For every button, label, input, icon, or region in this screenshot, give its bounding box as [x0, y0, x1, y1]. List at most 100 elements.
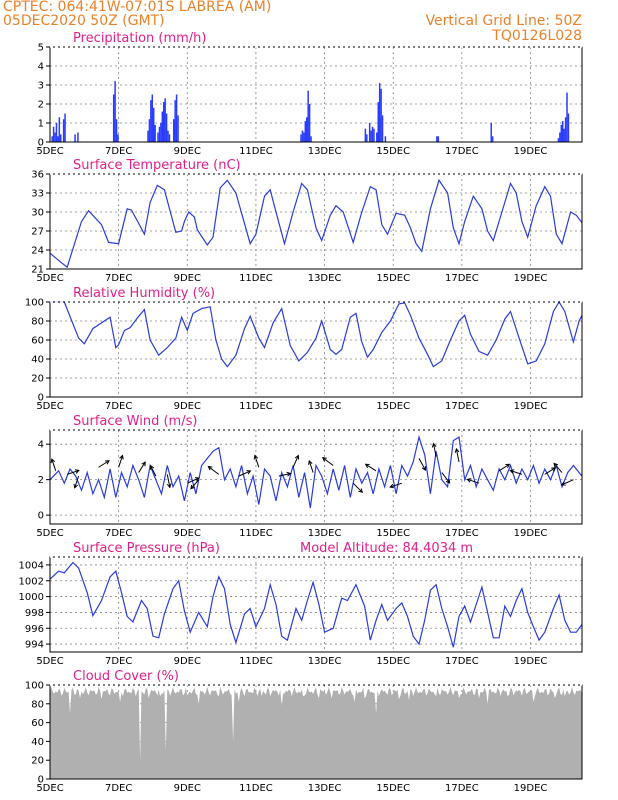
x-tick-label: 11DEC: [239, 528, 273, 539]
panel-frame: [49, 46, 583, 143]
precip-bar: [77, 132, 79, 142]
wind-arrow-head: [454, 447, 460, 453]
y-tick-label: 100: [25, 298, 44, 309]
precip-bar: [300, 134, 302, 142]
x-tick-label: 19DEC: [514, 528, 548, 539]
wind-arrow-head: [119, 454, 124, 460]
y-tick-label: 4: [38, 62, 44, 73]
wind-arrow-head: [505, 463, 511, 469]
precip-bar: [158, 126, 161, 142]
y-tick-label: 100: [25, 681, 44, 692]
wind-arrow-head: [445, 478, 451, 484]
precip-bar: [366, 134, 368, 142]
precip-bar: [378, 83, 381, 142]
precip-bar: [157, 132, 159, 142]
wind-arrow: [433, 443, 437, 457]
precip-bar: [148, 119, 151, 142]
wind-arrow-head: [294, 454, 300, 460]
wind-arrow: [208, 466, 220, 475]
wind-arrow-head: [509, 469, 515, 474]
x-tick-label: 17DEC: [445, 783, 479, 794]
precip-bar: [162, 102, 165, 142]
wind-arrow: [365, 463, 377, 472]
wind-arrow: [150, 465, 157, 477]
wind-arrow-head: [50, 458, 56, 464]
precip-bar: [557, 138, 560, 142]
wind-arrow: [389, 482, 402, 488]
precip-bar: [151, 94, 154, 142]
temp-series-line: [49, 178, 583, 269]
wind-arrow-head: [358, 488, 364, 494]
wind-arrow-head: [74, 469, 80, 474]
panel-precip: Precipitation (mm/h) 0 1 2 3 4 5 5DEC 7DEC 9DEC 11…: [36, 31, 583, 157]
wind-arrow-head: [166, 483, 172, 489]
panel-frame: [49, 301, 583, 398]
x-tick-label: 17DEC: [445, 273, 479, 284]
precip-bar: [154, 124, 156, 142]
panel-title: Cloud Cover (%): [73, 669, 179, 684]
y-tick-label: 0: [38, 775, 44, 786]
x-tick-label: 13DEC: [308, 273, 342, 284]
wind-arrow: [98, 460, 110, 468]
wind-arrow: [352, 482, 363, 493]
precip-bar: [52, 126, 55, 142]
x-tick-label: 5DEC: [36, 401, 63, 412]
precip-bar: [377, 102, 379, 142]
precip-bar: [437, 136, 440, 142]
precip-bar: [55, 123, 58, 142]
x-tick-label: 13DEC: [308, 146, 342, 157]
wind-arrow: [74, 475, 80, 488]
wind-arrow: [118, 455, 124, 468]
wind-arrow-head: [308, 459, 313, 465]
panel-extra-label: Model Altitude: 84.4034 m: [300, 541, 473, 556]
wind-arrow-head: [421, 466, 426, 471]
x-tick-label: 7DEC: [105, 401, 132, 412]
wind-arrow-head: [190, 484, 195, 490]
x-tick-label: 15DEC: [376, 783, 410, 794]
wind-arrow-head: [246, 470, 252, 475]
y-tick-label: 1004: [19, 560, 44, 571]
wind-arrow: [187, 477, 200, 484]
panel-title: Surface Wind (m/s): [73, 414, 197, 429]
panel-frame: [49, 556, 583, 653]
precip-bar: [168, 134, 171, 142]
precip-bar: [563, 128, 565, 142]
x-tick-label: 17DEC: [445, 146, 479, 157]
wind-arrow: [498, 463, 510, 472]
x-tick-label: 9DEC: [174, 783, 201, 794]
precip-bar: [381, 115, 384, 142]
y-tick-label: 998: [25, 608, 44, 619]
x-tick-label: 15DEC: [376, 146, 410, 157]
x-tick-label: 17DEC: [445, 656, 479, 667]
panel-rh: Relative Humidity (%) 0 20 40 60 80 100 5DEC 7DE…: [25, 286, 583, 412]
precip-bar: [561, 121, 564, 142]
panel-frame: [49, 173, 583, 270]
wind-arrow: [418, 458, 426, 471]
y-tick-label: 1000: [19, 592, 44, 603]
precip-bar: [167, 130, 169, 142]
wind-arrow-head: [253, 454, 259, 460]
y-tick-label: 40: [31, 737, 44, 748]
wind-arrow-head: [105, 460, 110, 465]
wind-arrow-head: [364, 463, 370, 469]
x-tick-label: 11DEC: [239, 273, 273, 284]
precip-bar: [490, 123, 492, 142]
x-tick-label: 13DEC: [308, 783, 342, 794]
wind-arrow-head: [553, 462, 559, 468]
y-tick-label: 0: [38, 393, 44, 404]
pres-series-line: [49, 561, 583, 648]
y-tick-label: 996: [25, 624, 44, 635]
precip-bar: [307, 90, 309, 142]
wind-arrow-head: [149, 464, 155, 470]
x-tick-label: 7DEC: [105, 273, 132, 284]
precip-bar: [160, 123, 162, 142]
x-tick-label: 11DEC: [239, 783, 273, 794]
x-tick-label: 19DEC: [514, 401, 548, 412]
precip-bar: [177, 115, 179, 142]
wind-arrow: [67, 469, 80, 475]
x-tick-label: 9DEC: [174, 273, 201, 284]
precip-bar: [301, 130, 304, 142]
wind-arrow: [190, 479, 200, 490]
panel-title: Precipitation (mm/h): [73, 31, 206, 46]
precip-bar: [172, 119, 175, 142]
